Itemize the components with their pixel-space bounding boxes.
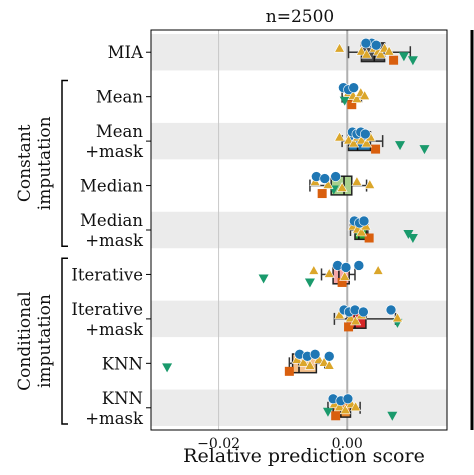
triangle-point — [383, 45, 395, 56]
down-triangle-point — [407, 56, 418, 66]
category-label: Iterative — [71, 265, 143, 284]
category-label: Mean +mask — [85, 122, 144, 161]
group-bracket — [61, 79, 68, 247]
category-label: KNN — [102, 354, 143, 373]
category-label: MIA — [108, 43, 144, 62]
triangle-point — [334, 42, 346, 53]
square-point — [371, 144, 381, 154]
x-axis-label: Relative prediction score — [183, 445, 425, 467]
triangle-point — [336, 181, 348, 192]
triangle-point — [361, 137, 373, 148]
category-label: KNN +mask — [85, 389, 144, 428]
triangle-point — [343, 134, 355, 145]
triangle-point — [372, 264, 384, 275]
triangle-point — [304, 359, 316, 370]
row-band — [151, 300, 447, 338]
down-triangle-point — [398, 52, 409, 62]
category-labels: MIA Mean Mean +mask Median Median +mask Iterati… — [71, 43, 151, 428]
triangle-point — [364, 178, 376, 189]
triangle-point — [348, 137, 360, 148]
triangle-point — [391, 312, 403, 323]
circle-point — [309, 349, 321, 360]
triangle-point — [323, 267, 335, 278]
triangle-point — [355, 226, 367, 237]
row-band — [151, 211, 447, 249]
x-tick-label: −0.02 — [197, 436, 240, 452]
x-tick-label: 0.00 — [332, 436, 363, 452]
circle-point — [358, 306, 369, 318]
circle-point — [385, 304, 397, 316]
triangle-point — [308, 264, 320, 275]
circle-point — [342, 393, 354, 405]
down-triangle-point — [162, 363, 173, 373]
circle-point — [353, 260, 365, 271]
triangle-point — [359, 90, 371, 100]
circle-point — [319, 173, 331, 184]
down-triangle-point — [419, 145, 430, 155]
down-triangle-point — [258, 274, 269, 284]
category-label: Median +mask — [80, 211, 144, 250]
down-triangle-point — [322, 407, 333, 417]
category-label: Mean — [96, 88, 143, 107]
square-point — [344, 322, 354, 332]
down-triangle-point — [407, 234, 418, 243]
category-label: Median — [80, 177, 143, 196]
circle-point — [348, 82, 359, 93]
triangle-point — [361, 48, 373, 59]
circle-point — [359, 128, 371, 140]
square-point — [364, 233, 374, 243]
square-point — [347, 100, 357, 110]
circle-point — [330, 171, 341, 182]
circle-point — [340, 262, 352, 273]
circle-point — [370, 39, 382, 51]
x-axis-ticks: −0.02 0.00 — [197, 436, 363, 452]
triangle-point — [355, 45, 367, 56]
triangle-point — [355, 134, 367, 145]
down-triangle-point — [387, 411, 398, 421]
triangle-point — [375, 48, 387, 59]
circle-point — [358, 215, 370, 227]
down-triangle-point — [304, 278, 315, 288]
down-triangle-point — [339, 96, 350, 106]
triangle-point — [323, 359, 335, 370]
group-labels: Constantimputation Conditionalimputation — [15, 79, 68, 425]
triangle-point — [350, 401, 362, 412]
circle-point — [360, 37, 372, 49]
square-point — [317, 189, 327, 199]
chart-title: n=2500 — [266, 7, 334, 27]
triangle-point — [318, 356, 330, 367]
down-triangle-point — [395, 141, 406, 151]
triangle-point — [351, 175, 363, 186]
row-band — [151, 389, 447, 426]
triangle-point — [322, 178, 334, 189]
square-point — [389, 55, 399, 65]
triangle-point — [339, 270, 351, 281]
group-label: Conditionalimputation — [15, 291, 55, 391]
triangle-point — [350, 315, 362, 326]
category-label: Iterative +mask — [71, 300, 144, 339]
triangle-point — [339, 404, 351, 415]
triangle-point — [334, 131, 346, 142]
group-label: Constantimputation — [15, 116, 55, 210]
square-point — [331, 411, 341, 421]
triangle-point — [351, 93, 363, 103]
data-points — [162, 37, 430, 421]
group-bracket — [61, 257, 68, 425]
square-point — [284, 366, 294, 376]
triangle-point — [344, 312, 356, 323]
circle-point — [323, 351, 335, 362]
square-point — [337, 277, 347, 287]
triangle-point — [297, 356, 310, 367]
triangle-point — [334, 401, 346, 412]
